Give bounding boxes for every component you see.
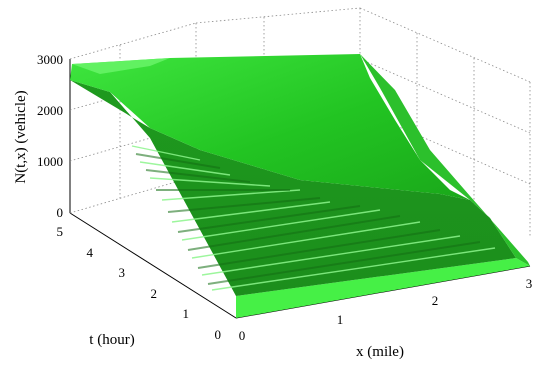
surface-stripes	[131, 145, 496, 291]
x-ticks: 0 1 2 3	[239, 276, 533, 343]
t-ticks: 0 1 2 3 4 5	[57, 224, 222, 342]
x-axis-label: x (mile)	[356, 344, 404, 360]
x-tick-label: 3	[526, 276, 533, 291]
surface-highlight	[72, 58, 170, 74]
surface-front	[70, 80, 516, 296]
z-tick-label: 2000	[37, 103, 63, 118]
x-tick-label: 2	[432, 293, 439, 308]
x-tick-label: 1	[337, 312, 344, 327]
grid-line	[359, 109, 531, 185]
t-tick-label: 0	[215, 327, 222, 342]
z-ticks: 0 1000 2000 3000	[37, 52, 63, 220]
grid-line	[195, 7, 361, 24]
t-tick-label: 4	[87, 245, 94, 260]
t-axis-line	[69, 212, 237, 319]
surface	[70, 54, 530, 318]
surface-right	[360, 54, 530, 266]
x-tick-label: 0	[239, 328, 246, 343]
surface-edge-strip	[236, 258, 530, 318]
t-tick-label: 2	[151, 286, 158, 301]
surface-shadows	[135, 153, 481, 285]
t-axis-label: t (hour)	[89, 332, 134, 348]
grid-line	[359, 7, 531, 83]
t-tick-label: 3	[119, 265, 126, 280]
grid-line	[69, 22, 197, 60]
z-tick-label: 3000	[37, 52, 63, 67]
z-tick-label: 1000	[37, 154, 63, 169]
surface-top	[70, 54, 470, 200]
z-axis-label: N(t,x) (vehicle)	[13, 90, 29, 183]
t-tick-label: 5	[57, 224, 64, 239]
t-tick-label: 1	[183, 306, 190, 321]
z-tick-label: 0	[57, 205, 64, 220]
grid-line	[359, 58, 531, 134]
